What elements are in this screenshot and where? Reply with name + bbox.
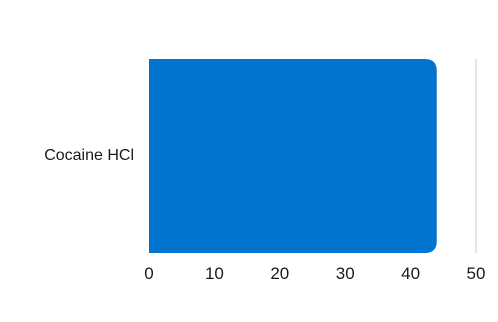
x-tick-label: 0 <box>144 264 153 283</box>
x-tick-label: 40 <box>401 264 420 283</box>
x-tick-label: 20 <box>270 264 289 283</box>
category-label: Cocaine HCl <box>44 147 134 164</box>
x-tick-label: 10 <box>205 264 224 283</box>
category-labels: Cocaine HCl <box>44 147 134 164</box>
bars-layer <box>149 59 437 253</box>
x-axis-ticks: 0 10 20 30 40 50 <box>144 264 485 283</box>
bar-cocaine-hcl <box>149 59 437 253</box>
x-tick-label: 30 <box>336 264 355 283</box>
x-tick-label: 50 <box>467 264 486 283</box>
